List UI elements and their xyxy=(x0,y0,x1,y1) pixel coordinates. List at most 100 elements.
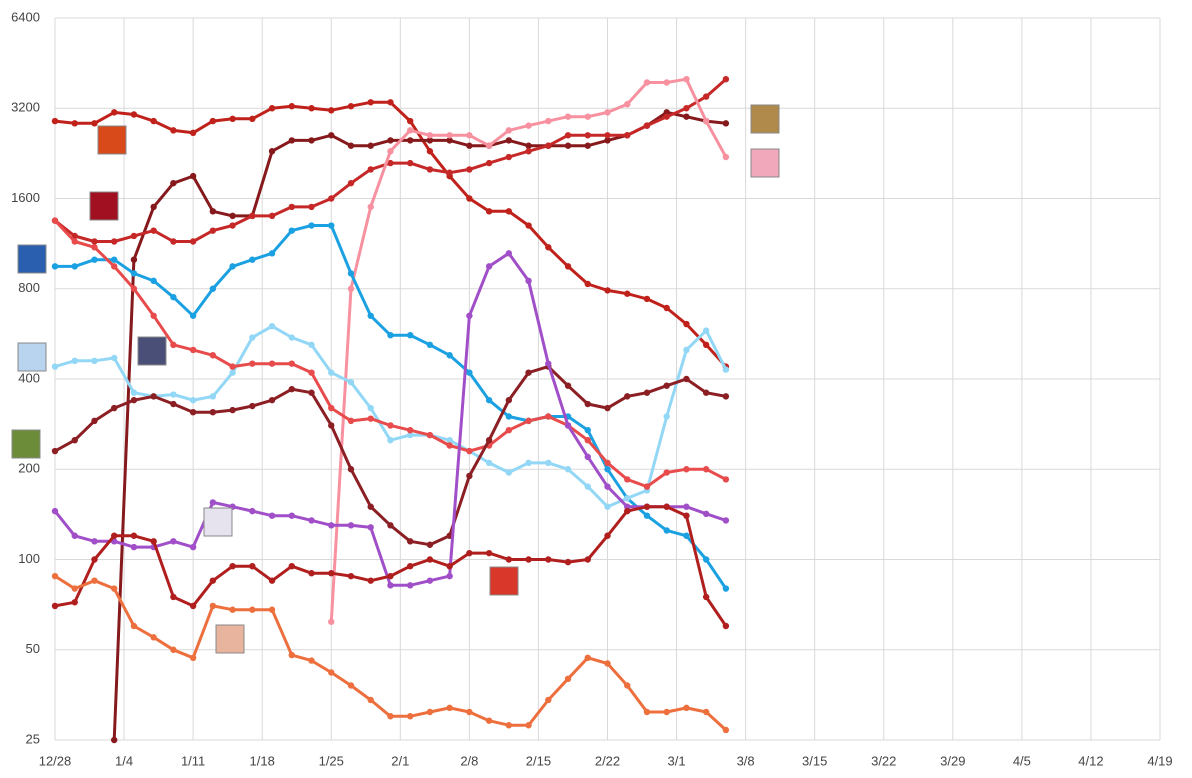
data-point xyxy=(288,334,295,341)
data-point xyxy=(170,400,177,408)
data-point xyxy=(209,408,217,416)
data-point xyxy=(229,363,236,370)
data-point xyxy=(485,549,493,557)
data-point xyxy=(564,466,572,473)
icon xyxy=(11,429,41,459)
data-point xyxy=(663,113,670,120)
data-point xyxy=(249,360,256,367)
data-point xyxy=(268,606,276,613)
data-point xyxy=(702,593,710,601)
data-point xyxy=(229,212,236,220)
data-point xyxy=(170,538,177,545)
data-point xyxy=(702,708,710,716)
data-point xyxy=(702,327,710,334)
data-point xyxy=(406,713,414,720)
data-point xyxy=(643,503,651,510)
data-point xyxy=(387,331,394,339)
data-point xyxy=(170,593,177,601)
data-point xyxy=(525,459,532,467)
x-tick-label: 3/1 xyxy=(668,753,686,768)
icon xyxy=(750,104,780,134)
data-point xyxy=(406,562,414,570)
data-point xyxy=(505,413,513,420)
data-point xyxy=(702,510,710,518)
data-point xyxy=(604,466,611,473)
data-point xyxy=(229,406,236,414)
icon xyxy=(17,342,47,372)
data-point xyxy=(426,148,434,155)
data-point xyxy=(406,159,414,167)
data-point xyxy=(91,120,98,127)
data-point xyxy=(643,79,651,86)
data-point xyxy=(249,507,256,515)
data-point xyxy=(91,244,98,251)
data-point xyxy=(387,436,394,444)
data-point xyxy=(584,113,591,120)
data-point xyxy=(387,713,394,720)
data-point xyxy=(485,159,493,167)
data-point xyxy=(406,117,414,125)
data-point xyxy=(347,179,355,187)
y-tick-label: 100 xyxy=(18,551,40,566)
data-point xyxy=(604,483,611,490)
data-point xyxy=(387,137,394,144)
data-point xyxy=(249,606,256,613)
data-point xyxy=(170,341,177,349)
data-point xyxy=(604,287,611,294)
data-point xyxy=(229,606,236,613)
data-point xyxy=(71,585,78,592)
data-point xyxy=(249,115,256,123)
data-point xyxy=(150,393,157,400)
data-point xyxy=(722,366,730,373)
data-point xyxy=(308,222,315,229)
data-point xyxy=(663,382,670,389)
data-point xyxy=(288,360,295,367)
data-point xyxy=(446,352,453,359)
data-point xyxy=(91,357,98,365)
data-point xyxy=(268,105,276,112)
x-tick-label: 12/28 xyxy=(39,753,72,768)
data-point xyxy=(229,369,236,376)
data-point xyxy=(545,459,552,467)
data-point xyxy=(209,602,217,610)
data-point xyxy=(624,290,631,297)
x-tick-label: 1/11 xyxy=(181,753,205,768)
data-point xyxy=(663,469,670,476)
data-point xyxy=(505,208,513,215)
data-point xyxy=(643,708,651,716)
data-point xyxy=(268,323,276,330)
data-point xyxy=(91,238,98,245)
data-point xyxy=(466,166,473,173)
data-point xyxy=(308,389,315,396)
data-point xyxy=(525,556,532,563)
data-point xyxy=(525,222,532,229)
data-point xyxy=(367,415,374,422)
data-point xyxy=(189,543,197,551)
data-point xyxy=(466,472,473,480)
data-point xyxy=(150,203,157,211)
data-point xyxy=(268,396,276,404)
data-point xyxy=(130,270,138,277)
data-point xyxy=(268,148,276,155)
data-point xyxy=(189,408,197,416)
data-point xyxy=(110,256,118,263)
data-point xyxy=(722,517,730,524)
data-point xyxy=(150,634,157,641)
x-tick-label: 2/15 xyxy=(526,753,551,768)
data-point xyxy=(702,389,710,396)
data-point xyxy=(683,105,690,112)
data-point xyxy=(466,142,473,149)
data-point xyxy=(604,132,611,139)
data-point xyxy=(150,277,157,285)
data-point xyxy=(71,436,78,444)
data-point xyxy=(545,142,552,149)
data-point xyxy=(406,331,414,339)
data-point xyxy=(683,512,690,519)
data-point xyxy=(584,556,591,563)
data-point xyxy=(604,109,611,116)
data-point xyxy=(367,404,374,412)
data-point xyxy=(347,285,355,292)
data-point xyxy=(663,503,670,510)
data-point xyxy=(722,153,730,161)
data-point xyxy=(624,476,631,483)
